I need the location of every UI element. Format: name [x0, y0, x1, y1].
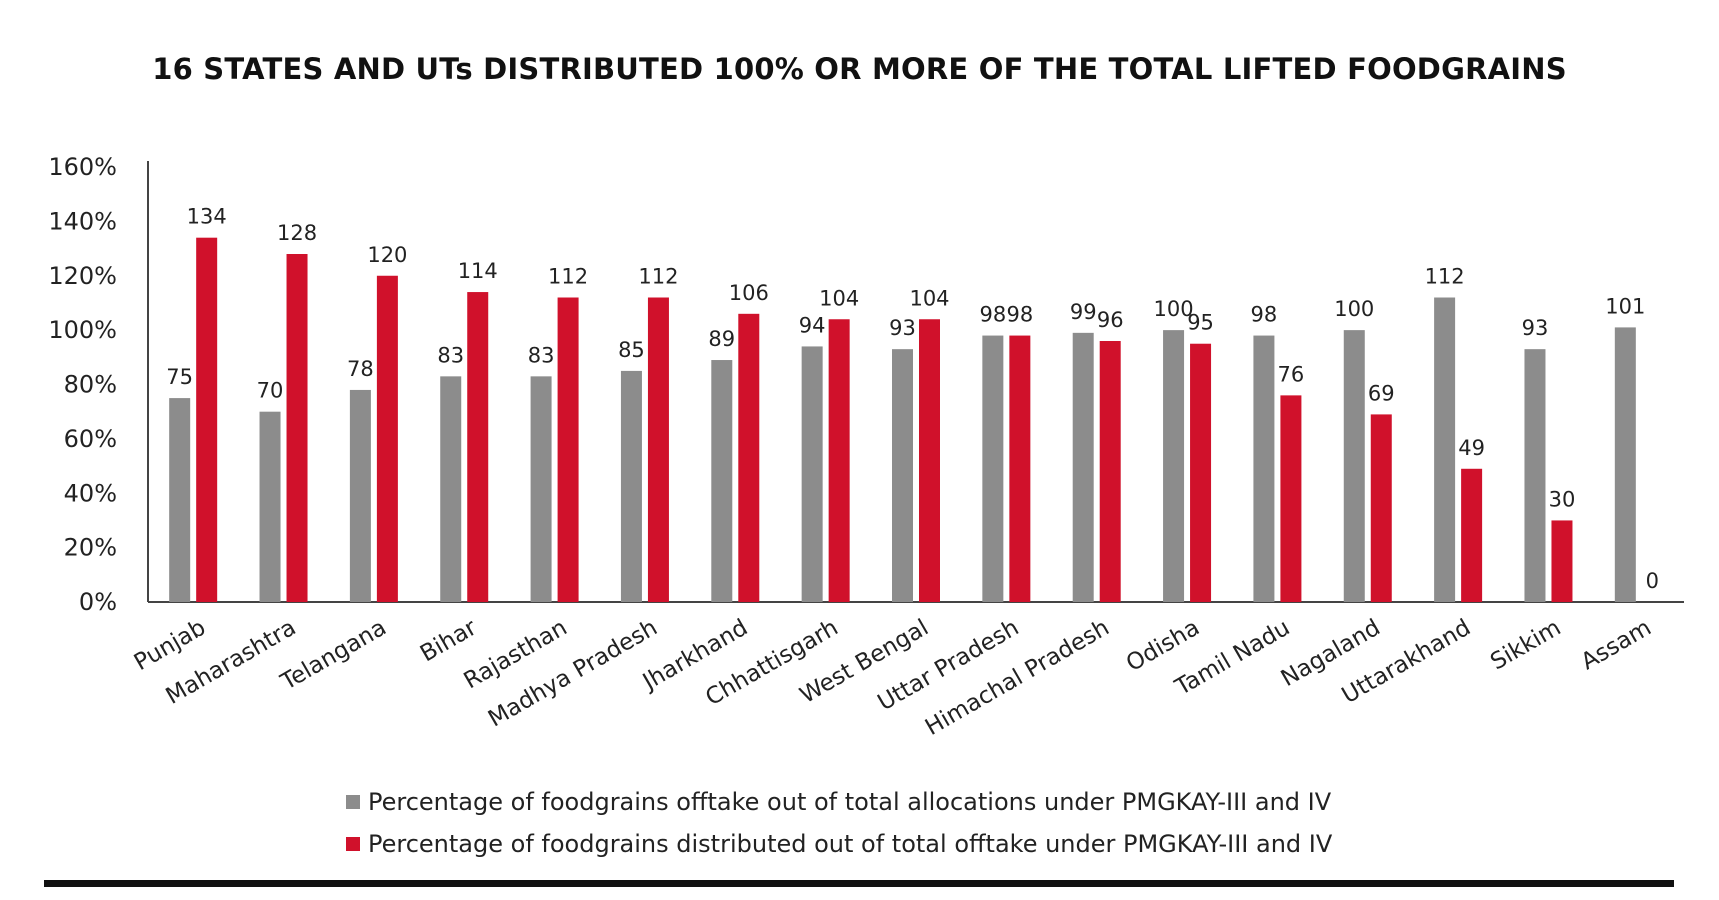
legend-label-distributed: Percentage of foodgrains distributed out… [368, 830, 1333, 858]
legend-item-distributed: Percentage of foodgrains distributed out… [346, 830, 1332, 858]
data-label: 76 [1278, 362, 1305, 386]
data-label: 134 [187, 205, 227, 229]
data-label: 95 [1187, 311, 1214, 335]
category-label: Sikkim [1486, 615, 1565, 676]
bar-distributed [1009, 335, 1031, 602]
bar-distributed [1190, 343, 1212, 602]
legend-label-offtake: Percentage of foodgrains offtake out of … [368, 788, 1332, 816]
bar-distributed [196, 237, 218, 602]
bar-offtake [801, 346, 823, 602]
data-label: 93 [1522, 316, 1549, 340]
bar-distributed [376, 275, 398, 602]
y-tick-label: 20% [64, 534, 117, 562]
bar-offtake [1434, 297, 1456, 602]
bar-distributed [828, 319, 850, 602]
bar-offtake [349, 389, 371, 602]
data-label: 106 [729, 281, 769, 305]
chart-title: 16 STATES AND UTs DISTRIBUTED 100% OR MO… [152, 52, 1567, 86]
bar-offtake [1163, 330, 1185, 602]
data-label: 128 [277, 221, 317, 245]
bar-offtake [1524, 349, 1546, 602]
bar-offtake [259, 411, 281, 602]
data-label: 114 [458, 259, 498, 283]
y-tick-label: 80% [64, 371, 117, 399]
data-label: 112 [638, 265, 678, 289]
y-tick-label: 120% [48, 262, 117, 290]
y-tick-label: 60% [64, 425, 117, 453]
data-label: 83 [437, 343, 464, 367]
data-label: 100 [1154, 297, 1194, 321]
data-label: 99 [1070, 300, 1097, 324]
data-label: 98 [1251, 303, 1278, 327]
bar-offtake [1614, 327, 1636, 602]
bar-offtake [440, 376, 462, 602]
y-tick-label: 140% [48, 207, 117, 235]
data-label: 83 [528, 343, 555, 367]
data-label: 120 [367, 243, 407, 267]
bar-offtake [1253, 335, 1275, 602]
y-tick-label: 40% [64, 479, 117, 507]
y-tick-label: 100% [48, 316, 117, 344]
category-label: Assam [1577, 615, 1656, 676]
data-label: 94 [799, 313, 826, 337]
data-label: 112 [1425, 265, 1465, 289]
data-label: 100 [1334, 297, 1374, 321]
data-label: 112 [548, 265, 588, 289]
data-label: 89 [708, 327, 735, 351]
legend-swatch-gray [346, 795, 360, 809]
data-label: 0 [1646, 569, 1659, 593]
data-labels: 75 134 70 128 78 120 83 114 83 112 85 112 89 106 94 104… [166, 205, 1659, 593]
data-label: 104 [909, 286, 949, 310]
data-label: 98 [1006, 303, 1033, 327]
bar-offtake [1072, 332, 1094, 602]
data-label: 49 [1458, 436, 1485, 460]
bar-distributed [1551, 520, 1573, 602]
data-label: 93 [889, 316, 916, 340]
y-tick-label: 160% [48, 153, 117, 181]
data-label: 104 [819, 286, 859, 310]
data-label: 85 [618, 338, 645, 362]
bar-distributed [919, 319, 940, 602]
data-label: 75 [166, 365, 193, 389]
bar-offtake [169, 398, 191, 602]
bar-offtake [892, 349, 913, 602]
data-label: 78 [347, 357, 374, 381]
bottom-divider [44, 880, 1674, 887]
bar-distributed [1099, 341, 1121, 602]
data-label: 98 [979, 303, 1006, 327]
bar-offtake [530, 376, 552, 602]
bar-distributed [467, 292, 489, 602]
bar-distributed [1370, 414, 1392, 602]
bar-distributed [286, 254, 308, 602]
bar-offtake [1343, 330, 1365, 602]
bar-distributed [647, 297, 669, 602]
bar-distributed [738, 313, 760, 602]
data-label: 30 [1549, 487, 1576, 511]
bar-offtake [711, 360, 733, 602]
y-axis: 0% 20% 40% 60% 80% 100% 120% 140% 160% [48, 153, 1684, 616]
bar-distributed [557, 297, 579, 602]
bar-offtake [620, 370, 642, 602]
data-label: 101 [1605, 294, 1645, 318]
legend-item-offtake: Percentage of foodgrains offtake out of … [346, 788, 1331, 816]
category-label: Madhya Pradesh [484, 615, 662, 733]
data-label: 96 [1097, 308, 1124, 332]
data-label: 69 [1368, 381, 1395, 405]
data-label: 70 [257, 379, 284, 403]
y-tick-label: 0% [79, 588, 117, 616]
category-label: Bihar [416, 614, 482, 667]
bar-offtake [982, 335, 1004, 602]
bar-distributed [1280, 395, 1302, 602]
bars [169, 237, 1636, 602]
bar-distributed [1461, 468, 1483, 602]
legend-swatch-red [346, 837, 360, 851]
